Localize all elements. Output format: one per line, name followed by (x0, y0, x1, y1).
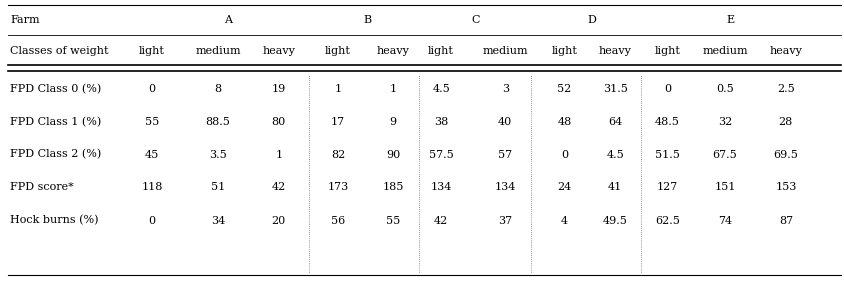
Text: 41: 41 (608, 182, 621, 192)
Text: 34: 34 (211, 215, 225, 226)
Text: 173: 173 (327, 182, 349, 192)
Text: light: light (139, 46, 165, 56)
Text: 0: 0 (560, 149, 567, 160)
Text: 1: 1 (389, 84, 396, 94)
Text: 0.5: 0.5 (715, 84, 733, 94)
Text: 24: 24 (557, 182, 571, 192)
Text: 40: 40 (498, 117, 511, 127)
Text: C: C (471, 15, 479, 25)
Text: 55: 55 (145, 117, 159, 127)
Text: 185: 185 (381, 182, 403, 192)
Text: 69.5: 69.5 (772, 149, 798, 160)
Text: 62.5: 62.5 (654, 215, 679, 226)
Text: light: light (428, 46, 453, 56)
Text: Farm: Farm (10, 15, 40, 25)
Text: 4.5: 4.5 (431, 84, 450, 94)
Text: D: D (587, 15, 595, 25)
Text: 51.5: 51.5 (654, 149, 679, 160)
Text: A: A (224, 15, 232, 25)
Text: light: light (325, 46, 350, 56)
Text: 45: 45 (145, 149, 159, 160)
Text: 88.5: 88.5 (205, 117, 230, 127)
Text: Hock burns (%): Hock burns (%) (10, 215, 99, 226)
Text: 127: 127 (656, 182, 678, 192)
Text: medium: medium (482, 46, 528, 56)
Text: 134: 134 (430, 182, 452, 192)
Text: 153: 153 (774, 182, 796, 192)
Text: E: E (726, 15, 734, 25)
Text: 32: 32 (717, 117, 731, 127)
Text: 8: 8 (214, 84, 221, 94)
Text: 9: 9 (389, 117, 396, 127)
Text: 57.5: 57.5 (428, 149, 453, 160)
Text: 17: 17 (331, 117, 344, 127)
Text: 4: 4 (560, 215, 567, 226)
Text: 4.5: 4.5 (605, 149, 624, 160)
Text: heavy: heavy (262, 46, 295, 56)
Text: 90: 90 (386, 149, 399, 160)
Text: 134: 134 (494, 182, 516, 192)
Text: B: B (363, 15, 371, 25)
Text: heavy: heavy (376, 46, 408, 56)
Text: 38: 38 (434, 117, 447, 127)
Text: light: light (551, 46, 576, 56)
Text: 42: 42 (272, 182, 285, 192)
Text: 55: 55 (386, 215, 399, 226)
Text: 57: 57 (498, 149, 511, 160)
Text: 19: 19 (272, 84, 285, 94)
Text: FPD score*: FPD score* (10, 182, 73, 192)
Text: FPD Class 1 (%): FPD Class 1 (%) (10, 117, 101, 127)
Text: 87: 87 (778, 215, 792, 226)
Text: 67.5: 67.5 (711, 149, 737, 160)
Text: Classes of weight: Classes of weight (10, 46, 109, 56)
Text: 49.5: 49.5 (602, 215, 627, 226)
Text: 0: 0 (149, 215, 155, 226)
Text: medium: medium (701, 46, 747, 56)
Text: heavy: heavy (598, 46, 630, 56)
Text: 2.5: 2.5 (776, 84, 794, 94)
Text: 64: 64 (608, 117, 621, 127)
Text: 37: 37 (498, 215, 511, 226)
Text: 3: 3 (501, 84, 508, 94)
Text: 1: 1 (334, 84, 341, 94)
Text: medium: medium (195, 46, 241, 56)
Text: 1: 1 (275, 149, 282, 160)
Text: 0: 0 (663, 84, 670, 94)
Text: 80: 80 (272, 117, 285, 127)
Text: 20: 20 (272, 215, 285, 226)
Text: 151: 151 (713, 182, 735, 192)
Text: 52: 52 (557, 84, 571, 94)
Text: 51: 51 (211, 182, 225, 192)
Text: FPD Class 0 (%): FPD Class 0 (%) (10, 84, 101, 94)
Text: 0: 0 (149, 84, 155, 94)
Text: 48.5: 48.5 (654, 117, 679, 127)
Text: heavy: heavy (769, 46, 801, 56)
Text: 56: 56 (331, 215, 344, 226)
Text: 31.5: 31.5 (602, 84, 627, 94)
Text: 82: 82 (331, 149, 344, 160)
Text: FPD Class 2 (%): FPD Class 2 (%) (10, 149, 101, 160)
Text: 48: 48 (557, 117, 571, 127)
Text: 3.5: 3.5 (208, 149, 227, 160)
Text: 28: 28 (778, 117, 792, 127)
Text: 74: 74 (717, 215, 731, 226)
Text: 118: 118 (141, 182, 163, 192)
Text: light: light (654, 46, 679, 56)
Text: 42: 42 (434, 215, 447, 226)
